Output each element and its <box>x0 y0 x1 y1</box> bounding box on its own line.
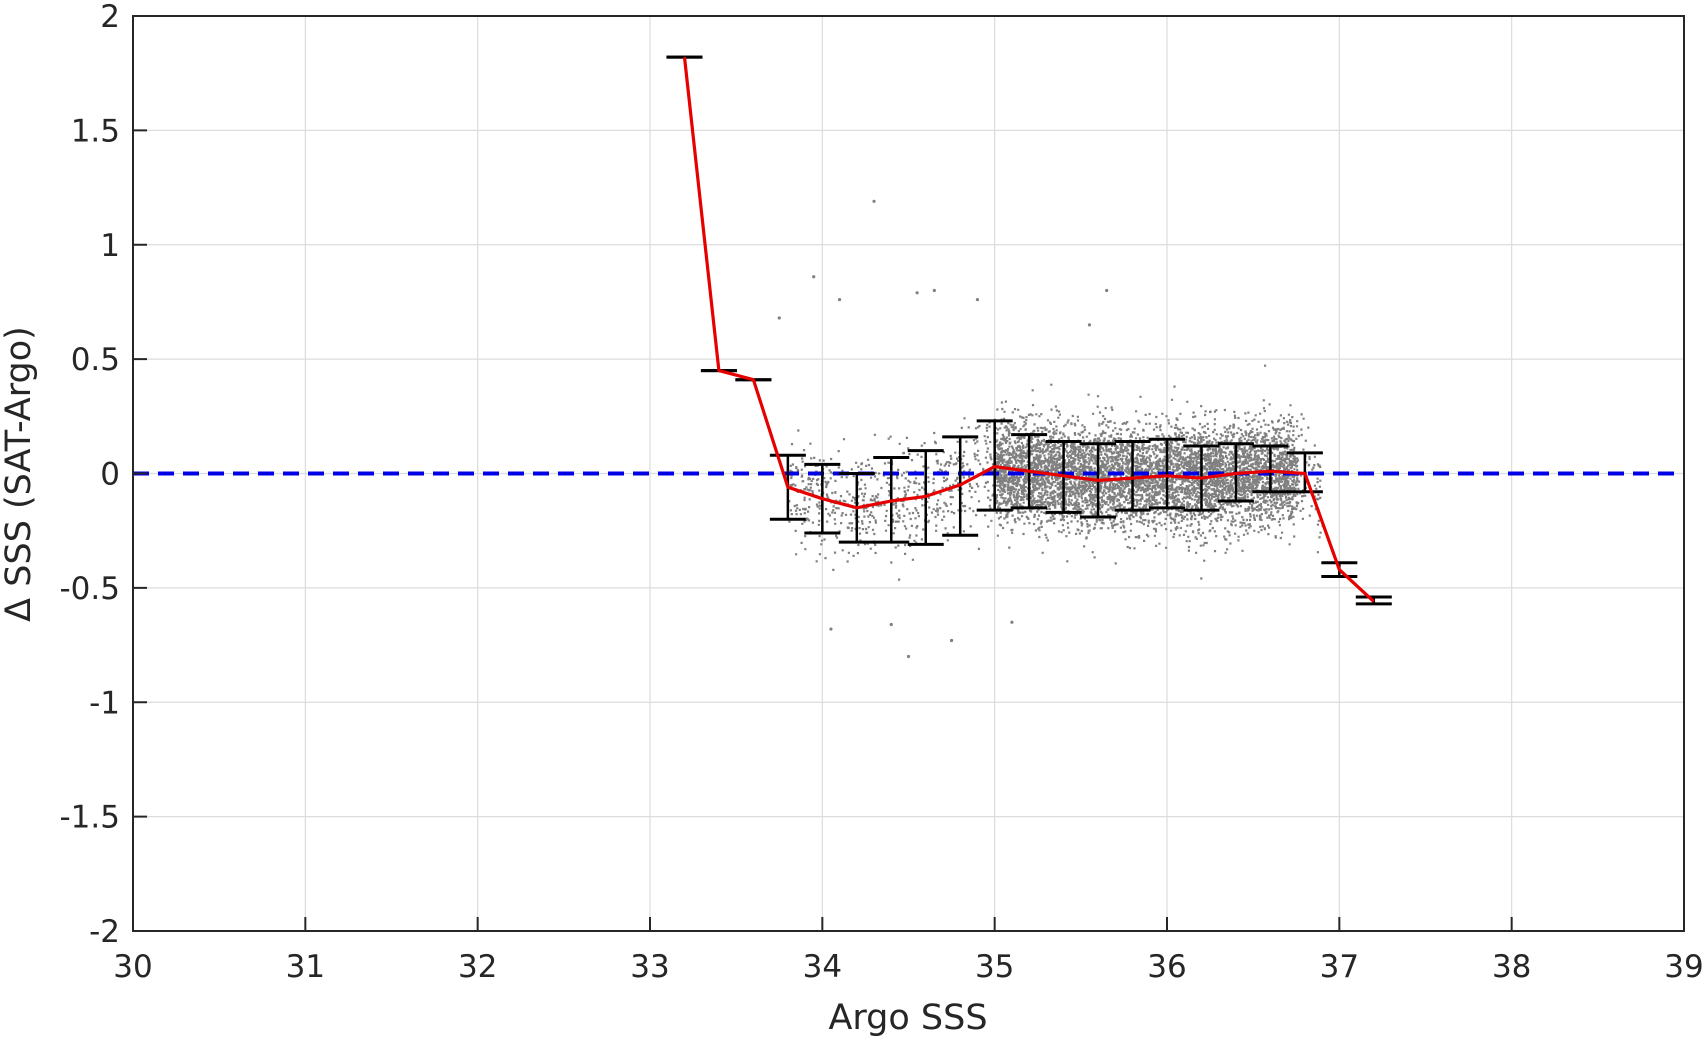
y-tick-label: 0 <box>100 457 120 493</box>
x-tick-label: 31 <box>286 949 325 985</box>
scatter-point <box>906 654 911 659</box>
scatter-point <box>949 638 954 643</box>
x-axis-ticks: 30 31 32 33 34 35 36 37 38 39 <box>113 917 1704 985</box>
scatter-point <box>829 627 833 631</box>
y-tick-label: 2 <box>100 0 120 35</box>
y-tick-label: 1.5 <box>71 113 120 149</box>
x-tick-label: 37 <box>1320 949 1359 985</box>
scatter-points <box>777 199 1324 659</box>
scatter-point <box>915 291 919 295</box>
scatter-point <box>812 275 816 279</box>
y-tick-label: -2 <box>89 914 120 950</box>
scatter-point <box>872 199 876 203</box>
x-axis-label: Argo SSS <box>828 998 987 1038</box>
mean-line <box>682 57 1375 603</box>
scatter-point <box>932 288 936 293</box>
x-tick-label: 30 <box>113 949 152 985</box>
y-tick-label: 0.5 <box>71 342 120 378</box>
y-tick-label: 1 <box>100 228 120 264</box>
y-axis-ticks: -2 -1.5 -1 -0.5 0 0.5 1 1.5 2 <box>60 0 147 950</box>
x-tick-label: 35 <box>975 949 1014 985</box>
x-tick-label: 38 <box>1492 949 1531 985</box>
x-tick-label: 34 <box>803 949 842 985</box>
y-tick-label: -0.5 <box>60 571 121 607</box>
x-tick-label: 39 <box>1664 949 1703 985</box>
x-tick-label: 36 <box>1147 949 1186 985</box>
scatter-point-cloud <box>787 364 1324 581</box>
x-tick-label: 33 <box>630 949 669 985</box>
scatter-point <box>837 298 842 302</box>
scatter-point <box>1105 288 1109 293</box>
mean-series-line <box>682 57 1375 603</box>
scatter-point <box>1087 323 1092 327</box>
scatter-point <box>1010 620 1014 624</box>
scatter-point <box>777 316 781 320</box>
y-tick-label: -1 <box>89 685 120 721</box>
scatter-point <box>889 622 893 627</box>
scatter-point <box>975 298 980 302</box>
y-axis-label: Δ SSS (SAT-Argo) <box>0 326 39 622</box>
x-tick-label: 32 <box>458 949 497 985</box>
y-tick-label: -1.5 <box>60 800 121 836</box>
